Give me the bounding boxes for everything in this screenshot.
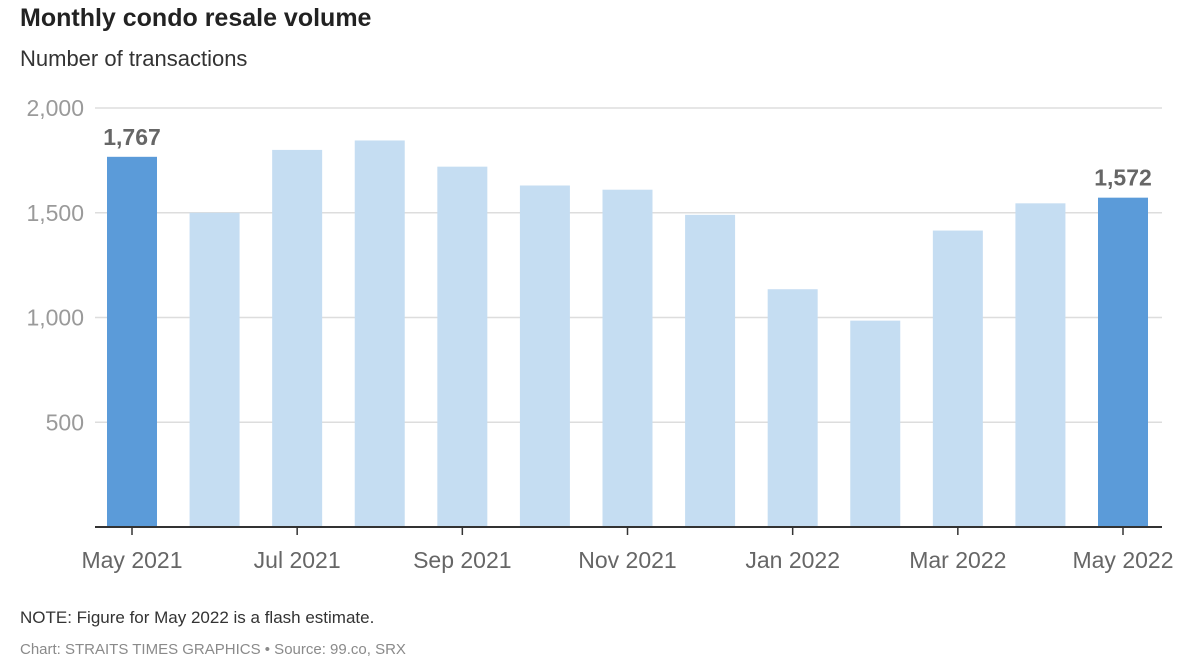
x-tick-label: Mar 2022 xyxy=(909,547,1006,573)
bar xyxy=(354,140,405,527)
x-tick-label: Jul 2021 xyxy=(254,547,341,573)
bar xyxy=(1015,203,1066,527)
bar xyxy=(107,156,157,527)
bar xyxy=(602,189,653,527)
data-label: 1,767 xyxy=(103,124,161,150)
data-labels: 1,767 1,572 xyxy=(103,124,1152,191)
y-tick-label: 1,000 xyxy=(26,305,84,331)
chart-credit: Chart: STRAITS TIMES GRAPHICS • Source: … xyxy=(20,641,406,658)
bar xyxy=(272,149,323,527)
x-tick-label: Jan 2022 xyxy=(745,547,840,573)
bar xyxy=(189,212,240,527)
y-tick-label: 500 xyxy=(46,409,84,435)
y-tick-label: 1,500 xyxy=(26,200,84,226)
bar xyxy=(1098,197,1148,527)
x-axis xyxy=(95,526,1162,535)
data-label: 1,572 xyxy=(1094,165,1152,191)
x-tick-label: Nov 2021 xyxy=(578,547,676,573)
x-axis-labels: May 2021 Jul 2021 Sep 2021 Nov 2021 Jan 2022… xyxy=(81,547,1173,573)
x-tick-label: May 2021 xyxy=(81,547,182,573)
bars xyxy=(107,140,1148,527)
y-tick-label: 2,000 xyxy=(26,95,84,121)
x-tick-label: May 2022 xyxy=(1072,547,1173,573)
bar xyxy=(437,166,488,527)
bar xyxy=(850,320,901,527)
bar xyxy=(767,289,818,527)
x-tick-label: Sep 2021 xyxy=(413,547,511,573)
chart-title: Monthly condo resale volume xyxy=(20,4,372,32)
bar xyxy=(519,185,570,527)
y-axis-labels: 500 1,000 1,500 2,000 xyxy=(26,95,84,435)
chart-note: NOTE: Figure for May 2022 is a flash est… xyxy=(20,608,375,627)
bar xyxy=(685,214,736,527)
chart-subtitle: Number of transactions xyxy=(20,46,248,71)
bar-chart: 500 1,000 1,500 2,000 May 2021 Jul 2021 Sep 2… xyxy=(26,95,1173,573)
bar xyxy=(932,230,983,527)
